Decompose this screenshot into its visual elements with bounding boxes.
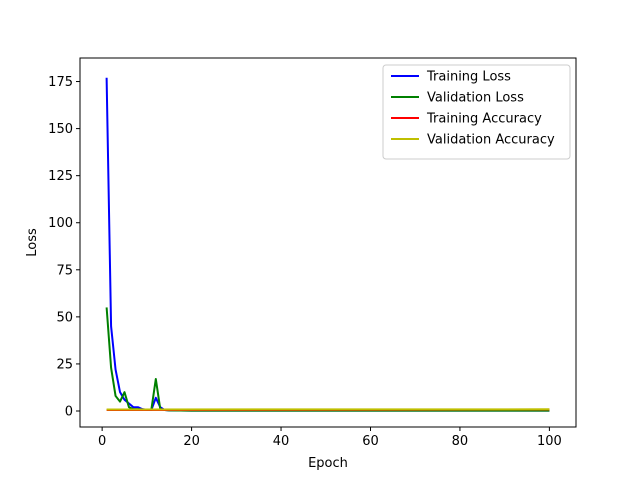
plot-frame (79, 57, 577, 428)
axis-ticks: 0 20 40 60 80 100 0 25 50 75 100 125 150 175 (48, 75, 562, 449)
legend-label: Validation Loss (427, 91, 524, 106)
y-tick-label: 150 (48, 122, 73, 137)
series-lines (105, 77, 550, 412)
legend-box (382, 64, 571, 160)
y-tick-label: 125 (48, 169, 73, 184)
legend: Training Loss Validation Loss Training Acc… (382, 64, 571, 160)
x-tick-label: 20 (183, 434, 200, 449)
y-tick-label: 0 (65, 404, 73, 419)
x-axis-label: Epoch (308, 456, 348, 471)
y-tick-label: 175 (48, 75, 73, 90)
x-tick-label: 0 (98, 434, 106, 449)
legend-label: Validation Accuracy (427, 133, 555, 148)
x-tick-label: 80 (452, 434, 469, 449)
y-tick-label: 75 (56, 263, 73, 278)
y-tick-label: 50 (56, 310, 73, 325)
legend-label: Training Accuracy (426, 112, 542, 127)
y-axis-label: Loss (25, 228, 40, 257)
x-tick-label: 40 (273, 434, 290, 449)
x-tick-label: 100 (537, 434, 562, 449)
y-tick-label: 25 (56, 357, 73, 372)
series-line-2 (105, 307, 550, 412)
legend-label: Training Loss (426, 70, 511, 85)
y-tick-label: 100 (48, 216, 73, 231)
x-tick-label: 60 (362, 434, 379, 449)
